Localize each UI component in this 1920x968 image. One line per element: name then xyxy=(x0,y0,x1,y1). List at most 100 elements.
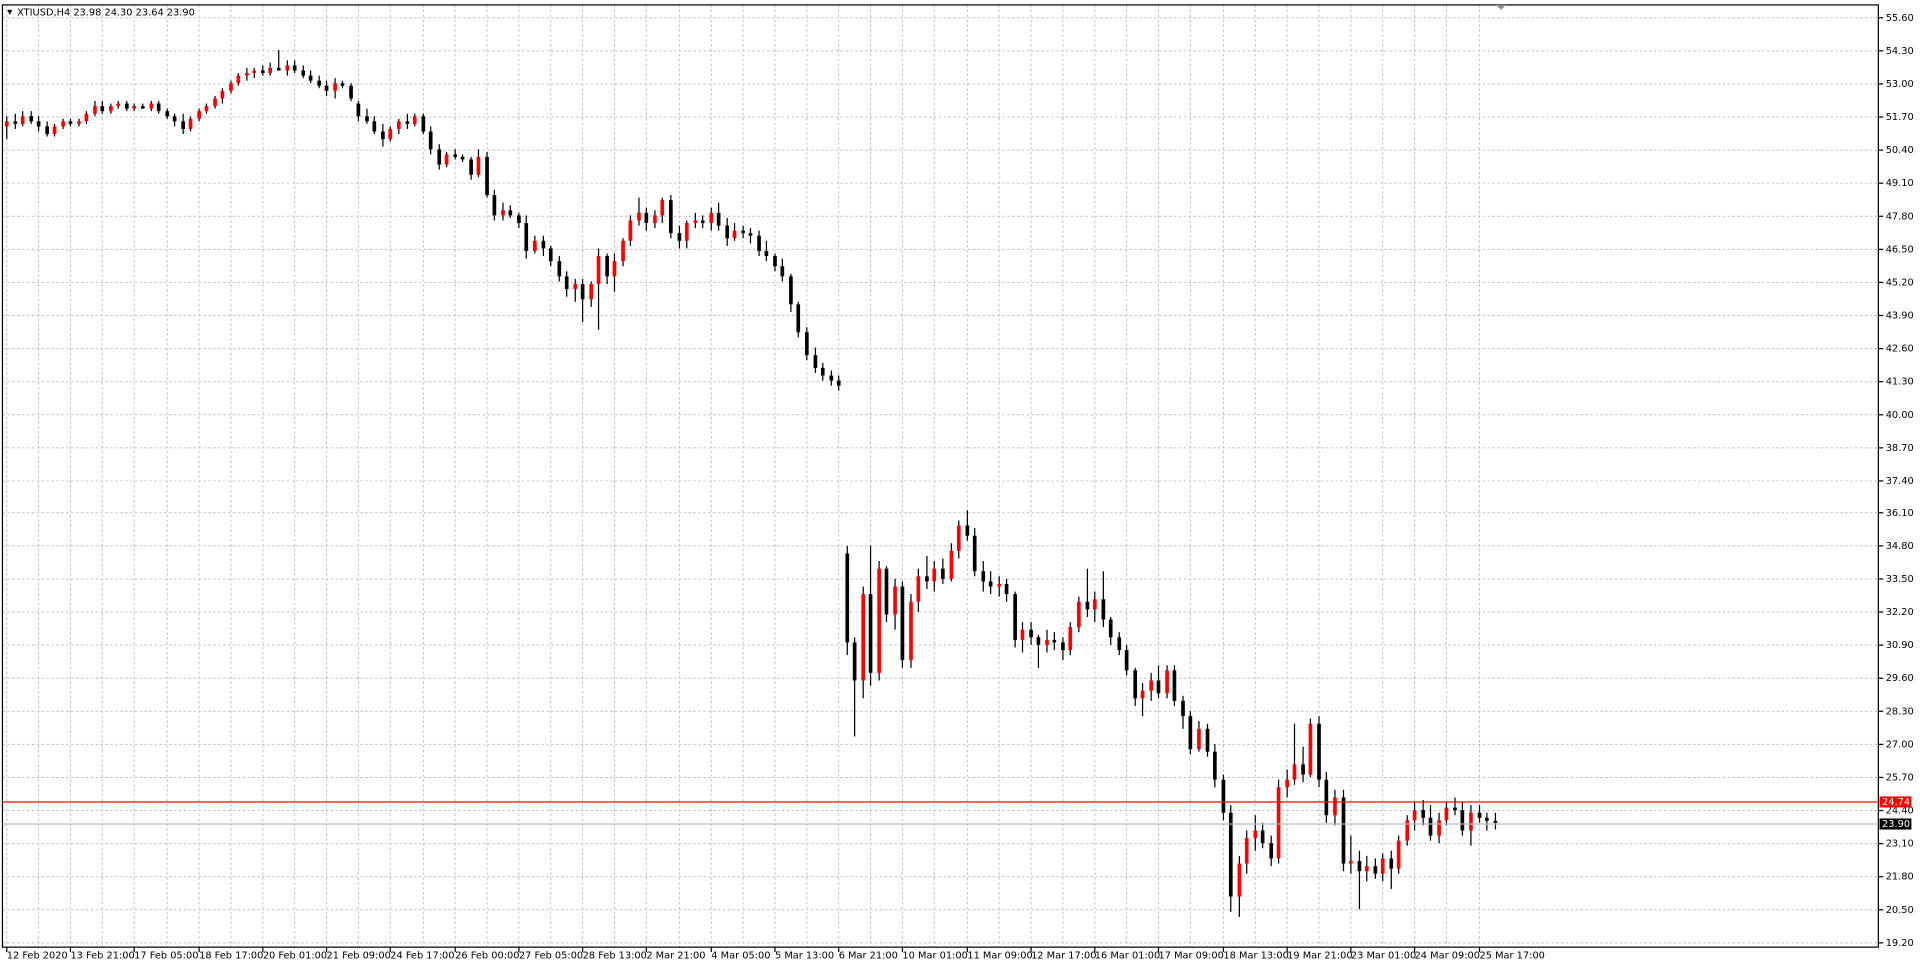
candle xyxy=(1188,711,1193,755)
candle-body xyxy=(780,266,785,277)
candle-body xyxy=(517,215,521,224)
chart-title: XTIUSD,H4 23.98 24.30 23.64 23.90 xyxy=(17,7,195,18)
candle-body xyxy=(580,284,585,300)
candle-body xyxy=(1020,629,1025,640)
candle xyxy=(700,215,705,229)
candle-body xyxy=(124,103,129,109)
candle xyxy=(412,113,417,127)
candle xyxy=(573,278,578,302)
candle-body xyxy=(1197,728,1201,750)
candle-body xyxy=(1357,860,1362,872)
x-tick-label: 17 Feb 05:00 xyxy=(134,951,198,962)
candle-body xyxy=(93,106,97,114)
candle xyxy=(100,100,105,114)
candle xyxy=(541,235,546,257)
y-tick-label: 43.90 xyxy=(1886,311,1914,322)
candle-body xyxy=(204,106,209,112)
candle-body xyxy=(4,121,9,127)
candle-body xyxy=(20,116,25,124)
candle xyxy=(229,80,233,94)
candle xyxy=(637,197,641,226)
candle xyxy=(285,60,290,76)
candle xyxy=(1405,815,1410,846)
x-tick-label: 19 Mar 21:00 xyxy=(1287,951,1352,962)
y-tick-label: 32.20 xyxy=(1886,607,1914,618)
candle xyxy=(172,113,177,127)
y-tick-label: 41.30 xyxy=(1886,377,1914,388)
candle xyxy=(1453,797,1457,816)
plot-frame xyxy=(1,4,1879,948)
candle xyxy=(796,301,801,338)
candle-body xyxy=(644,212,649,224)
candle xyxy=(1205,723,1210,757)
candle-body xyxy=(149,103,154,109)
price-label: 23.90 xyxy=(1882,819,1910,830)
candle xyxy=(965,510,970,541)
x-tick-label: 21 Feb 09:00 xyxy=(327,951,391,962)
candle-body xyxy=(532,240,537,251)
candle-body xyxy=(709,212,714,224)
y-tick-label: 55.60 xyxy=(1886,13,1914,24)
candle-body xyxy=(1333,797,1337,816)
candle-body xyxy=(813,355,818,368)
candle xyxy=(677,225,682,249)
x-tick-label: 24 Mar 09:00 xyxy=(1415,951,1480,962)
x-tick-label: 2 Mar 21:00 xyxy=(646,951,705,962)
y-tick-label: 24.40 xyxy=(1886,806,1914,817)
candle xyxy=(1412,802,1417,831)
candle xyxy=(324,80,329,96)
candle-body xyxy=(1301,764,1305,775)
candle-body xyxy=(13,121,18,124)
candle-body xyxy=(1493,820,1498,823)
candle xyxy=(4,116,9,140)
y-tick-label: 51.70 xyxy=(1886,112,1914,123)
candle-body xyxy=(317,80,322,86)
candle xyxy=(1197,721,1201,752)
candle xyxy=(845,545,850,656)
candle-body xyxy=(764,250,769,257)
candle-body xyxy=(68,121,73,124)
candle xyxy=(116,100,121,109)
y-tick-label: 53.00 xyxy=(1886,79,1914,90)
candle-body xyxy=(444,154,449,165)
candle xyxy=(220,88,225,104)
candle-body xyxy=(589,284,594,300)
candle xyxy=(1341,789,1346,872)
candle xyxy=(557,256,562,282)
y-tick-label: 30.90 xyxy=(1886,640,1914,651)
candle xyxy=(1172,665,1177,706)
candle-body xyxy=(909,601,913,661)
candle xyxy=(972,528,977,577)
candle xyxy=(1092,591,1097,623)
candle xyxy=(1004,578,1009,602)
candle-body xyxy=(292,65,297,71)
candle xyxy=(1213,744,1217,788)
candle xyxy=(644,207,649,231)
symbol-menu-arrow xyxy=(7,9,13,15)
candle xyxy=(893,578,897,630)
candle-body xyxy=(1085,601,1090,610)
candle xyxy=(836,375,841,391)
candle-body xyxy=(757,235,761,251)
candle-body xyxy=(548,248,553,262)
candle xyxy=(388,126,393,142)
candle-body xyxy=(1045,639,1049,645)
candle-body xyxy=(965,525,970,536)
candle xyxy=(1428,805,1433,841)
candle xyxy=(612,253,617,292)
x-tick-label: 12 Mar 17:00 xyxy=(1031,951,1096,962)
candle xyxy=(900,581,905,668)
candle-body xyxy=(900,586,905,661)
candle xyxy=(292,60,297,74)
candle xyxy=(396,118,401,135)
candle-body xyxy=(381,131,385,140)
candle xyxy=(684,220,689,249)
candle-body xyxy=(405,121,410,124)
candle-body xyxy=(132,106,137,109)
candle-body xyxy=(1149,680,1153,691)
candle xyxy=(308,70,313,84)
candle xyxy=(36,116,41,132)
candle xyxy=(596,248,601,330)
candle xyxy=(716,202,721,231)
